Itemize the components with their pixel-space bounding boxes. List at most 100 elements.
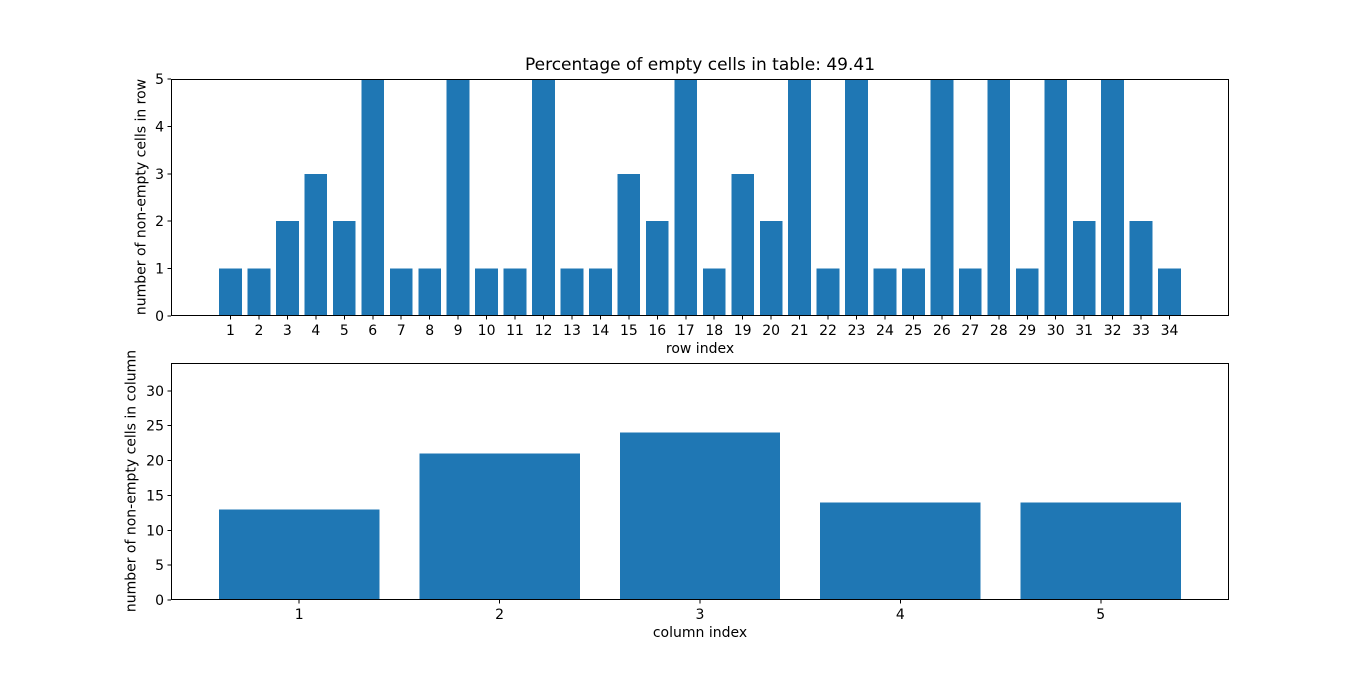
bar-rows-31 (1072, 221, 1096, 316)
columns-chart-ylabel: number of non-empty cells in column (123, 349, 140, 613)
bar-columns-2 (419, 453, 580, 600)
y-tick-label-rows: 3 (155, 167, 164, 183)
x-tick-label-rows: 28 (990, 323, 1008, 339)
x-tick-label-columns: 2 (495, 607, 504, 623)
bar-rows-25 (902, 268, 925, 316)
x-tick-label-rows: 7 (397, 323, 406, 339)
bar-rows-8 (418, 268, 442, 316)
x-tick-label-rows: 2 (254, 323, 263, 339)
x-tick-label-rows: 33 (1132, 323, 1150, 339)
bar-rows-28 (987, 79, 1011, 316)
axes-frame-rows (171, 79, 1229, 316)
x-tick-label-columns: 3 (696, 607, 705, 623)
x-tick-label-rows: 8 (425, 323, 434, 339)
y-tick-label-columns: 25 (146, 419, 164, 435)
bar-rows-21 (788, 79, 811, 316)
bar-rows-19 (731, 173, 755, 316)
bar-columns-4 (820, 502, 981, 600)
x-tick-label-rows: 5 (340, 323, 349, 339)
bar-rows-11 (503, 268, 527, 316)
bar-rows-22 (816, 268, 840, 316)
x-tick-label-rows: 19 (734, 323, 752, 339)
bar-rows-5 (332, 221, 356, 316)
y-tick-label-rows: 2 (155, 214, 164, 230)
bar-rows-2 (247, 268, 271, 316)
bar-rows-14 (589, 268, 612, 316)
y-tick-label-columns: 0 (155, 593, 164, 609)
x-tick-label-rows: 25 (905, 323, 923, 339)
y-tick-label-rows: 0 (155, 309, 164, 325)
x-tick-label-rows: 30 (1047, 323, 1065, 339)
bar-columns-3 (619, 432, 781, 600)
x-tick-label-rows: 29 (1018, 323, 1036, 339)
bar-rows-3 (276, 221, 299, 316)
x-tick-label-rows: 20 (762, 323, 780, 339)
bar-rows-9 (446, 79, 470, 316)
bar-rows-27 (958, 268, 982, 316)
y-tick-label-rows: 5 (155, 72, 164, 88)
axes-frame-columns (171, 363, 1229, 600)
bar-rows-13 (560, 268, 584, 316)
x-tick-label-rows: 22 (819, 323, 837, 339)
bar-rows-16 (645, 221, 669, 316)
x-tick-label-rows: 9 (454, 323, 463, 339)
x-tick-label-rows: 16 (648, 323, 666, 339)
y-tick-label-columns: 15 (146, 488, 164, 504)
bar-rows-6 (361, 79, 385, 316)
y-tick-label-columns: 10 (146, 523, 164, 539)
bar-rows-23 (845, 79, 868, 316)
x-tick-label-rows: 1 (226, 323, 235, 339)
x-tick-label-columns: 1 (295, 607, 304, 623)
x-tick-label-rows: 6 (368, 323, 377, 339)
x-tick-label-rows: 18 (705, 323, 723, 339)
x-tick-label-rows: 10 (478, 323, 496, 339)
x-tick-label-rows: 3 (283, 323, 292, 339)
x-tick-label-rows: 15 (620, 323, 638, 339)
bar-rows-34 (1158, 268, 1181, 316)
bar-rows-33 (1129, 221, 1153, 316)
x-tick-label-rows: 26 (933, 323, 951, 339)
x-tick-label-rows: 17 (677, 323, 695, 339)
y-tick-label-columns: 20 (146, 454, 164, 470)
rows-chart-title: Percentage of empty cells in table: 49.4… (524, 55, 876, 75)
x-tick-label-rows: 27 (961, 323, 979, 339)
bar-rows-29 (1015, 268, 1039, 316)
bar-rows-15 (617, 173, 641, 316)
y-tick-label-rows: 4 (155, 119, 164, 135)
y-tick-label-rows: 1 (155, 262, 164, 278)
bar-columns-5 (1020, 502, 1181, 600)
x-tick-label-rows: 31 (1075, 323, 1093, 339)
y-tick-label-columns: 30 (146, 384, 164, 400)
x-tick-label-rows: 23 (848, 323, 866, 339)
x-tick-label-rows: 14 (591, 323, 609, 339)
bar-rows-10 (475, 268, 498, 316)
bar-columns-1 (219, 509, 380, 600)
x-tick-label-rows: 21 (791, 323, 809, 339)
rows-chart-ylabel: number of non-empty cells in row (133, 78, 150, 316)
bar-rows-26 (930, 79, 954, 316)
bar-rows-32 (1101, 79, 1124, 316)
bar-rows-4 (304, 173, 328, 316)
y-tick-label-columns: 5 (155, 558, 164, 574)
bar-rows-20 (759, 221, 783, 316)
x-tick-label-columns: 4 (896, 607, 905, 623)
x-tick-label-rows: 24 (876, 323, 894, 339)
x-tick-label-rows: 32 (1104, 323, 1122, 339)
bar-rows-7 (389, 268, 413, 316)
columns-chart-plot: 0 5 10 15 20 25 30 1 2 3 4 5 (146, 363, 1229, 623)
bar-rows-24 (873, 268, 897, 316)
columns-chart-xlabel: column index (652, 625, 748, 641)
bar-rows-18 (702, 268, 726, 316)
x-tick-label-rows: 11 (506, 323, 524, 339)
x-tick-label-rows: 13 (563, 323, 581, 339)
bar-rows-30 (1044, 79, 1068, 316)
bar-rows-17 (674, 79, 698, 316)
bar-rows-1 (219, 268, 242, 316)
x-tick-label-columns: 5 (1096, 607, 1105, 623)
x-tick-label-rows: 4 (311, 323, 320, 339)
rows-chart-xlabel: row index (665, 341, 735, 357)
x-tick-label-rows: 34 (1161, 323, 1179, 339)
x-tick-label-rows: 12 (535, 323, 553, 339)
